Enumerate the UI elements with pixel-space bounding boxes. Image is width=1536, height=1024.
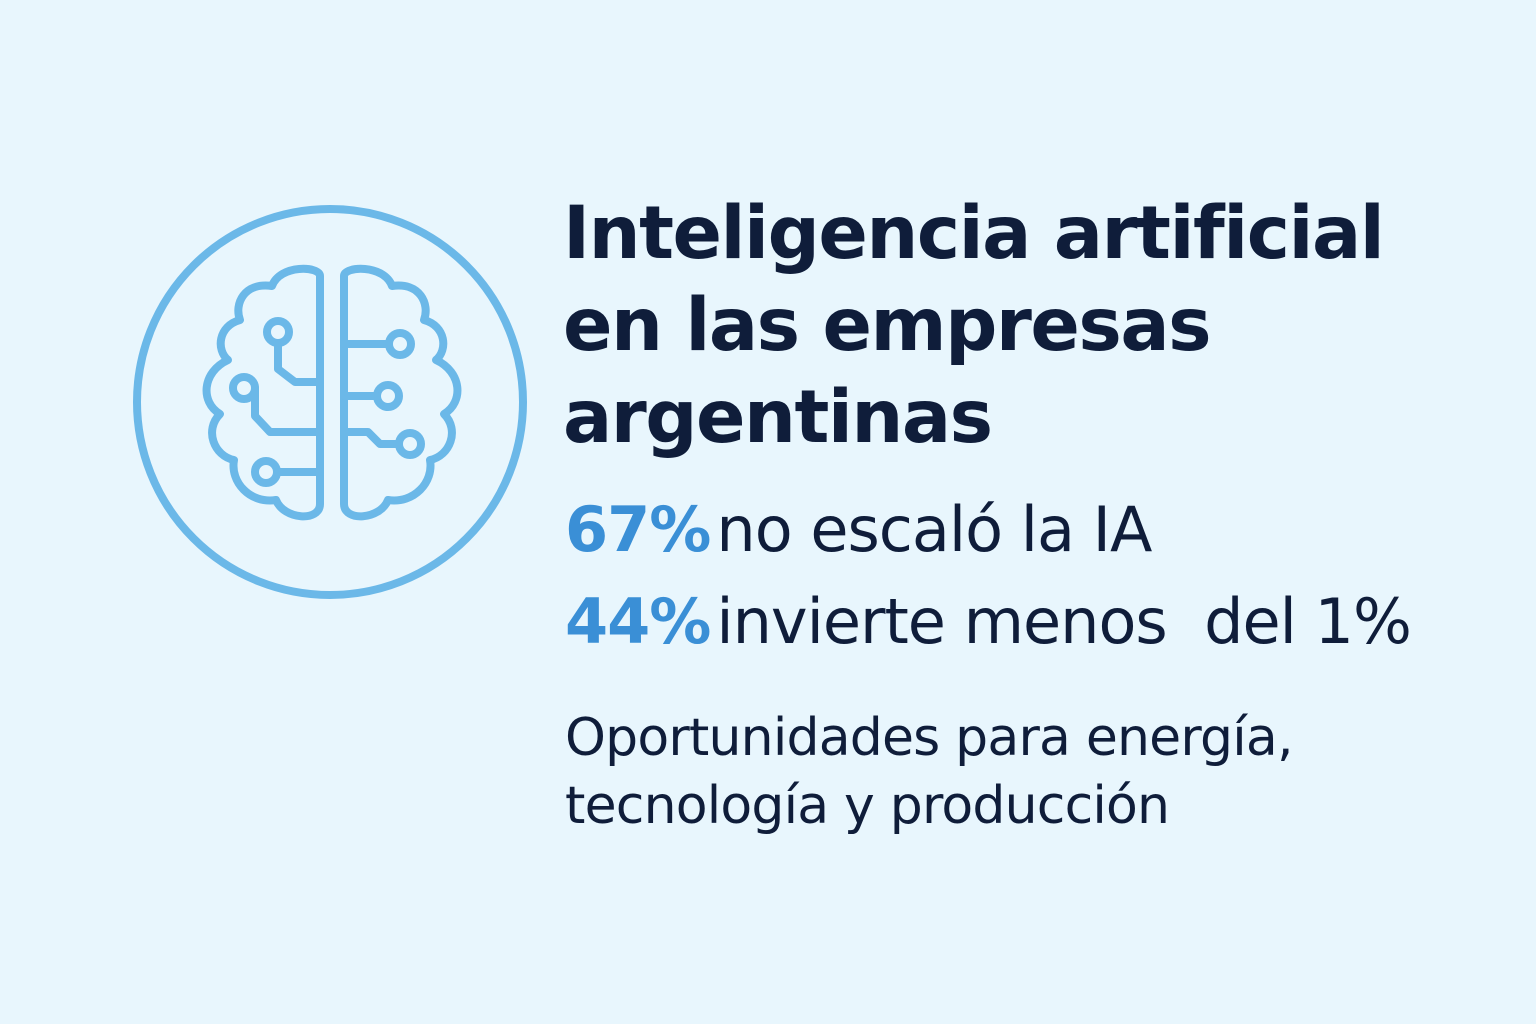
- stat-value: 44%: [565, 585, 711, 658]
- subtitle-line-2: tecnología y producción: [565, 776, 1170, 836]
- stat-value: 67%: [565, 493, 711, 566]
- stat-text: invierte menos del 1%: [716, 585, 1412, 658]
- brain-circuit-icon: [132, 204, 528, 600]
- subtitle: Oportunidades para energía, tecnología y…: [565, 704, 1293, 840]
- stat-scaling: 67%no escaló la IA: [565, 493, 1152, 566]
- stat-investment: 44%invierte menos del 1%: [565, 585, 1412, 658]
- page-title: Inteligencia artificial en las empresas …: [563, 188, 1385, 464]
- title-line-1: Inteligencia artificial: [563, 191, 1385, 276]
- stat-text: no escaló la IA: [716, 493, 1152, 566]
- title-line-2: en las empresas: [563, 283, 1212, 368]
- subtitle-line-1: Oportunidades para energía,: [565, 708, 1293, 768]
- title-line-3: argentinas: [563, 375, 993, 460]
